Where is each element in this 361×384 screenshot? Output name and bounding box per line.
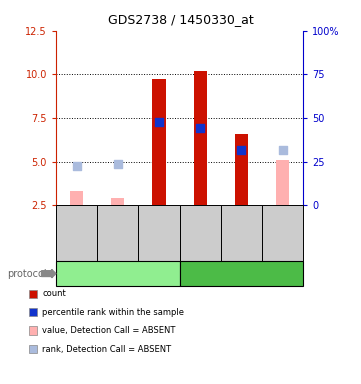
Text: GSM187262: GSM187262 [196, 212, 205, 254]
Point [239, 146, 244, 152]
Bar [235, 134, 248, 205]
Text: GDS2738 / 1450330_at: GDS2738 / 1450330_at [108, 13, 253, 26]
Point [280, 146, 286, 152]
Text: protocol: protocol [7, 268, 47, 279]
Point [115, 161, 121, 167]
Text: control diet: control diet [90, 268, 145, 279]
Bar [276, 160, 289, 205]
Text: GSM187264: GSM187264 [278, 212, 287, 254]
Bar [70, 190, 83, 205]
Bar [193, 71, 207, 205]
Point [74, 163, 79, 169]
Text: GSM187263: GSM187263 [237, 212, 246, 254]
Bar [152, 79, 166, 205]
Text: count: count [42, 289, 66, 298]
Point [156, 119, 162, 126]
Text: value, Detection Call = ABSENT: value, Detection Call = ABSENT [42, 326, 175, 335]
Bar [111, 199, 125, 205]
Text: GSM187261: GSM187261 [155, 212, 164, 254]
Text: GSM187260: GSM187260 [113, 212, 122, 254]
Text: ketogenic diet: ketogenic diet [207, 268, 276, 279]
Point [197, 125, 203, 131]
Text: GSM187259: GSM187259 [72, 212, 81, 254]
Text: rank, Detection Call = ABSENT: rank, Detection Call = ABSENT [42, 344, 171, 354]
Text: percentile rank within the sample: percentile rank within the sample [42, 308, 184, 317]
